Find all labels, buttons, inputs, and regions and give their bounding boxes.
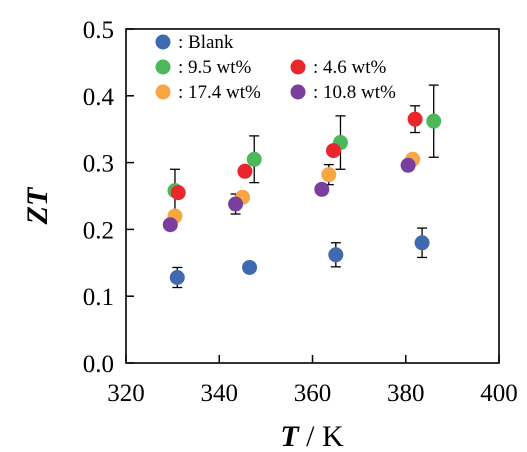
data-point: [407, 111, 423, 127]
y-tick-label: 0.2: [83, 217, 114, 244]
legend-label: : 10.8 wt%: [313, 82, 396, 103]
data-point: [228, 196, 244, 212]
x-tick-label: 380: [387, 380, 425, 407]
data-point: [400, 157, 416, 173]
data-point: [314, 181, 330, 197]
x-tick-label: 400: [480, 380, 518, 407]
data-point: [325, 143, 341, 159]
legend-marker: [290, 59, 306, 75]
legend-label: : 4.6 wt%: [313, 57, 387, 78]
legend-marker: [290, 84, 306, 100]
data-point: [246, 151, 262, 167]
data-point: [242, 259, 258, 275]
data-point: [162, 217, 178, 233]
data-point: [169, 269, 185, 285]
legend-label: : Blank: [178, 32, 234, 53]
data-points: [162, 111, 442, 285]
x-tick-label: 360: [294, 380, 332, 407]
x-tick-label: 320: [107, 380, 145, 407]
data-point: [237, 163, 253, 179]
axis-ticks: [125, 28, 500, 364]
x-tick-label: 340: [201, 380, 239, 407]
y-tick-label: 0.0: [83, 351, 114, 378]
y-tick-label: 0.4: [83, 84, 115, 111]
x-axis-variable: T: [280, 420, 300, 452]
y-tick-label: 0.3: [83, 151, 114, 178]
data-point: [170, 185, 186, 201]
legend-label: : 17.4 wt%: [178, 82, 261, 103]
error-bars: [169, 84, 439, 289]
x-tick-labels: 320 340 360 380 400: [107, 380, 518, 407]
data-point: [414, 235, 430, 251]
x-axis-unit: / K: [299, 420, 344, 452]
legend-marker: [155, 84, 171, 100]
data-point: [426, 113, 442, 129]
y-axis-label: ZT: [21, 186, 54, 225]
legend-label: : 9.5 wt%: [178, 57, 252, 78]
data-point: [328, 247, 344, 263]
legend: : Blank : 9.5 wt% : 4.6 wt% : 17.4 wt% : 10.…: [155, 32, 396, 103]
legend-marker: [155, 34, 171, 50]
y-tick-label: 0.5: [83, 17, 114, 44]
y-tick-labels: 0.0 0.1 0.2 0.3 0.4 0.5: [83, 17, 115, 378]
x-axis-label: T / K: [280, 420, 344, 452]
legend-marker: [155, 59, 171, 75]
data-point: [321, 167, 337, 183]
y-tick-label: 0.1: [83, 284, 114, 311]
